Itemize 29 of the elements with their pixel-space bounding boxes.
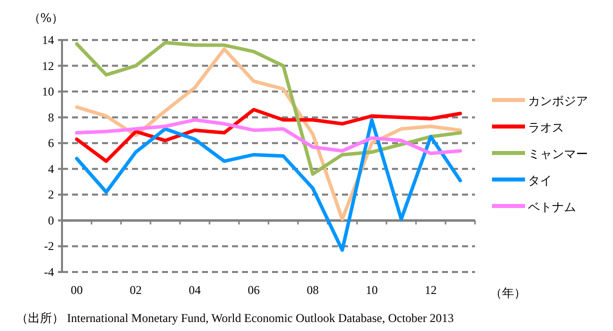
legend-label: ラオス	[528, 120, 564, 134]
x-tick-label: 10	[366, 283, 378, 297]
x-tick-label: 04	[188, 283, 201, 297]
line-series	[75, 118, 462, 252]
y-tick-label: 12	[42, 58, 54, 73]
y-tick-label: 8	[48, 110, 54, 124]
x-tick-label: 12	[424, 283, 437, 297]
y-tick-label: 14	[42, 33, 54, 47]
x-axis-title: （年）	[490, 286, 526, 300]
y-tick-label: -2	[44, 239, 54, 254]
y-tick-label: 4	[48, 162, 54, 176]
y-axis-title: （%）	[28, 11, 64, 25]
y-tick-label: 10	[42, 84, 54, 99]
y-tick-label: -4	[44, 265, 54, 279]
x-tick-label: 00	[70, 283, 83, 297]
y-tick-label: 2	[48, 188, 54, 202]
line-series	[75, 40, 462, 176]
legend-label: タイ	[528, 174, 552, 188]
x-tick-label: 06	[248, 283, 260, 297]
y-tick-label: 6	[48, 136, 54, 150]
legend-label: カンボジア	[528, 94, 588, 108]
line-series	[75, 118, 462, 156]
line-series	[75, 108, 462, 163]
x-tick-label: 02	[130, 283, 142, 297]
x-tick-label: 08	[306, 283, 319, 297]
y-tick-label: 0	[48, 213, 54, 228]
text: （出所） International Monetary Fund, World Economic Outlook Database, October 2013	[16, 311, 454, 325]
legend-label: ミャンマー	[528, 147, 588, 161]
legend-label: ベトナム	[528, 200, 576, 214]
